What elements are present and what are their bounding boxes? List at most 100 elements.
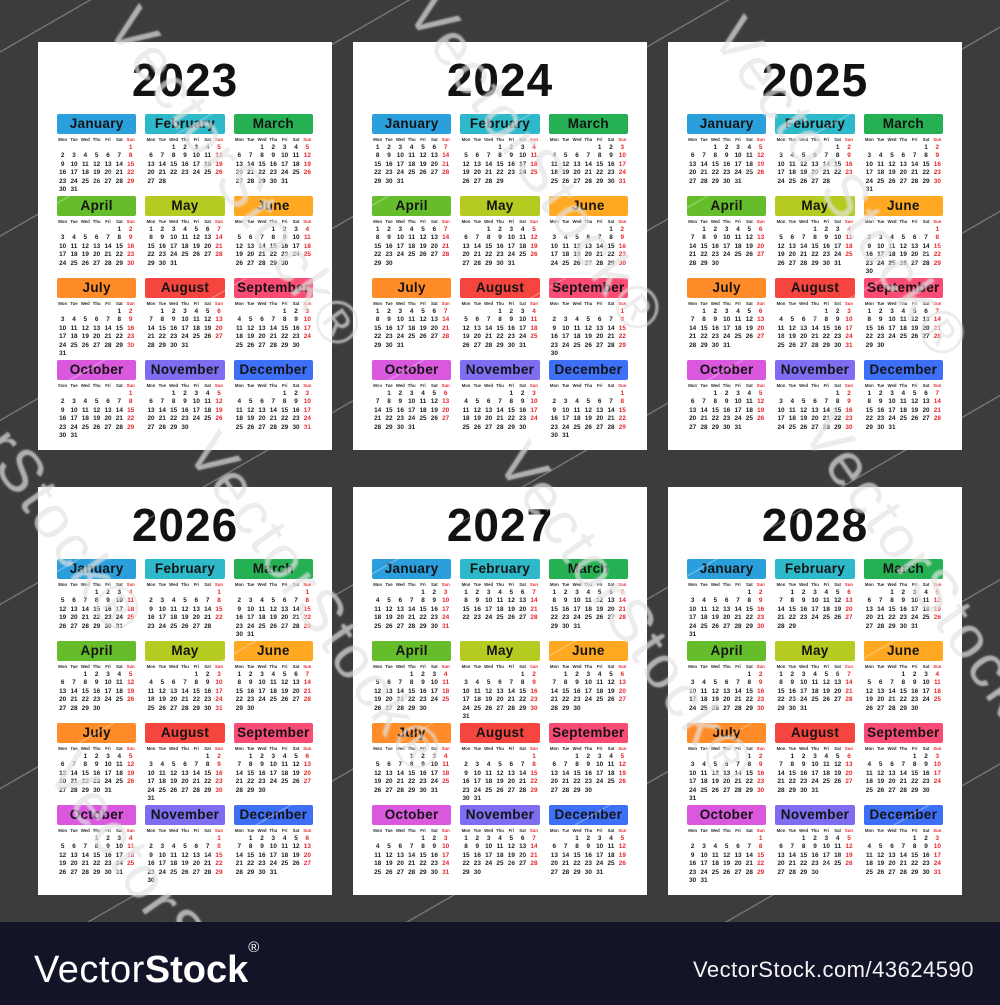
date-cell: 24: [507, 251, 515, 259]
date-cell: 19: [788, 333, 796, 341]
date-cell: 28: [845, 696, 853, 704]
date-cell: 24: [115, 860, 123, 868]
date-cell: 30: [711, 259, 719, 267]
date-cell: 21: [899, 778, 907, 786]
date-cell: 30: [822, 259, 830, 267]
month-july: July Mon Tue Wed Thu Fri Sat Sun 1 2 3 4 5 6 7 8 9 10 11 12…: [372, 723, 452, 803]
date-cell: 20: [877, 696, 885, 704]
weekday-row: Mon Tue Wed Thu Fri Sat Sun: [687, 135, 766, 144]
date-cell: 8: [171, 398, 176, 406]
date-cell: 15: [573, 769, 581, 777]
weekday-label: Fri: [281, 383, 288, 388]
date-cell: 12: [899, 242, 907, 250]
date-cell: 9: [532, 679, 536, 687]
date-cell: 20: [689, 415, 697, 423]
date-cell: 7: [509, 679, 514, 687]
date-cell: 10: [550, 242, 558, 250]
date-cell: 4: [475, 679, 480, 687]
dates-grid: 1 2 3 4 5 6 7 8 9 10 11 12 13 14 15 16 17 18 19 20 21 22 23 24 2…: [864, 308, 943, 350]
weekday-label: Tue: [246, 219, 255, 224]
date-cell: 9: [421, 679, 425, 687]
date-cell: 13: [192, 605, 200, 613]
date-cell: 20: [303, 851, 311, 859]
month-name-label: August: [160, 725, 210, 740]
date-cell: 24: [734, 169, 742, 177]
date-cell: 26: [888, 177, 896, 185]
date-cell: 12: [834, 597, 842, 605]
date-cell: 25: [788, 177, 796, 185]
date-cell: 5: [205, 308, 210, 315]
date-cell: 13: [845, 597, 853, 605]
weekday-row: Mon Tue Wed Thu Fri Sat Sun: [372, 744, 451, 753]
month-september: September Mon Tue Wed Thu Fri Sat Sun 1 2 3 4 5 6 7 8 9 1…: [548, 278, 628, 358]
date-cell: 27: [385, 704, 393, 712]
dates-grid: 1 2 3 4 5 6 7 8 9 10 11 12 13 14 15 16 17 18 19 20 21 22 23 24 2…: [775, 589, 854, 631]
weekday-label: Sat: [519, 301, 526, 306]
date-cell: 4: [128, 835, 133, 842]
date-cell: 31: [618, 177, 626, 185]
date-cell: 16: [550, 333, 558, 341]
weekday-label: Wed: [799, 219, 809, 224]
month-february: February Mon Tue Wed Thu Fri Sat Sun 1 2 3 4 5 6 7 8 9 10…: [460, 559, 540, 639]
date-cell: 17: [192, 406, 200, 414]
weekday-label: Wed: [80, 301, 90, 306]
date-cell: 31: [115, 622, 123, 630]
date-cell: 28: [485, 177, 493, 185]
weekday-label: Thu: [496, 301, 504, 306]
weekday-label: Tue: [385, 664, 393, 669]
weekday-label: Sat: [519, 219, 526, 224]
date-blank: [68, 589, 79, 597]
weekday-label: Sun: [529, 828, 539, 833]
date-cell: 29: [462, 868, 470, 876]
date-cell: 21: [81, 614, 89, 622]
dates-grid: 1 2 3 4 5 6 7 8 9 10 11 12 13 14 15 16 17 18 19 20 21 22 23 24 2…: [775, 390, 854, 432]
date-cell: 6: [724, 597, 729, 605]
date-cell: 6: [106, 152, 110, 160]
weekday-label: Sat: [519, 582, 526, 587]
weekday-label: Sun: [441, 664, 450, 669]
date-cell: 7: [563, 843, 568, 851]
date-cell: 16: [757, 769, 765, 777]
month-name-label: February: [154, 561, 216, 576]
date-cell: 12: [800, 160, 808, 168]
date-cell: 24: [596, 778, 604, 786]
date-blank: [483, 753, 494, 761]
weekday-label: Fri: [911, 828, 918, 833]
date-cell: 14: [562, 851, 570, 859]
weekday-label: Wed: [484, 582, 494, 587]
weekday-label: Thu: [269, 664, 278, 669]
date-cell: 22: [711, 415, 719, 423]
date-blank: [798, 144, 809, 152]
month-january: January Mon Tue Wed Thu Fri Sat Sun 1 2 3 4 5 6 7 8 9 10 1…: [372, 559, 452, 639]
date-cell: 2: [260, 753, 264, 760]
date-cell: 4: [575, 398, 579, 406]
date-cell: 29: [374, 341, 382, 349]
date-cell: 2: [217, 753, 221, 760]
date-cell: 13: [811, 406, 819, 414]
logo-vector-text: Vector: [34, 949, 145, 991]
date-cell: 5: [94, 398, 99, 406]
date-cell: 20: [104, 415, 112, 423]
date-cell: 27: [777, 868, 785, 876]
month-name-label: January: [69, 561, 124, 576]
date-blank: [583, 308, 594, 316]
date-cell: 26: [303, 169, 311, 177]
date-blank: [68, 144, 79, 152]
date-cell: 26: [834, 778, 842, 786]
date-cell: 7: [398, 761, 403, 769]
date-cell: 9: [924, 761, 928, 769]
date-cell: 7: [824, 398, 829, 406]
date-cell: 5: [790, 316, 795, 324]
date-cell: 23: [430, 614, 438, 622]
weekday-label: Wed: [395, 664, 405, 669]
date-cell: 19: [584, 333, 592, 341]
date-cell: 19: [530, 242, 538, 250]
date-cell: 8: [375, 152, 380, 160]
date-cell: 15: [281, 406, 289, 414]
date-cell: 6: [813, 398, 817, 406]
date-blank: [710, 589, 721, 597]
date-cell: 18: [530, 160, 538, 168]
weekday-label: Fri: [911, 383, 918, 388]
weekday-label: Tue: [473, 137, 481, 142]
weekday-label: Wed: [572, 828, 582, 833]
